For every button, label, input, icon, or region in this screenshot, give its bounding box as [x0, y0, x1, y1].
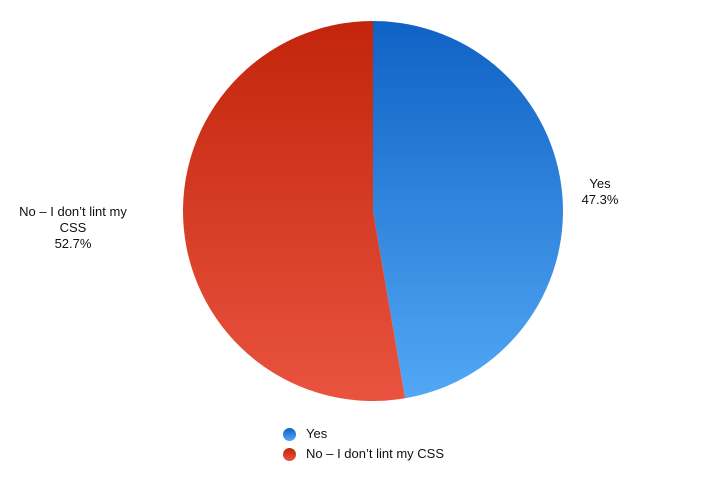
- pie-slice-yes[interactable]: [373, 21, 563, 399]
- pie-slice-no[interactable]: [182, 21, 406, 401]
- legend-swatch-yes: [283, 427, 296, 441]
- slice-label-no-name: No – I don’t lint my CSS: [19, 204, 127, 235]
- slice-label-yes: Yes 47.3%: [560, 176, 640, 208]
- legend-label-no: No – I don’t lint my CSS: [306, 446, 444, 461]
- slice-label-no: No – I don’t lint my CSS 52.7%: [18, 204, 128, 252]
- slice-label-yes-name: Yes: [589, 176, 611, 191]
- slice-label-no-percent: 52.7%: [54, 236, 92, 251]
- legend-label-yes: Yes: [306, 426, 328, 441]
- slice-label-yes-percent: 47.3%: [581, 192, 619, 207]
- legend-swatch-no: [283, 447, 296, 461]
- legend: Yes No – I don’t lint my CSS: [283, 424, 444, 464]
- legend-item-yes[interactable]: Yes: [283, 424, 444, 444]
- legend-item-no[interactable]: No – I don’t lint my CSS: [283, 444, 444, 464]
